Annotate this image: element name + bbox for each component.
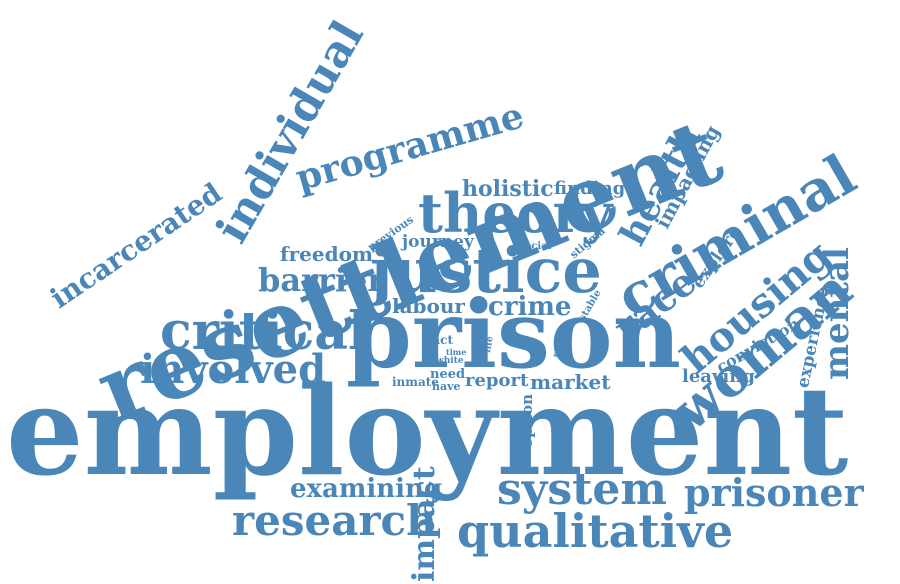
word-journey: journey [402,232,474,252]
word-incarcerated: incarcerated [44,176,228,315]
word-labour: labour [392,294,465,318]
word-impact: impact [407,466,442,582]
word-white: white [436,356,464,366]
word-system: system [497,464,667,515]
word-examining: examining [290,474,443,504]
word-justice: justice [370,234,602,307]
word-finding: finding [554,178,626,199]
word-report: report [465,370,529,391]
word-qualitative: qualitative [457,504,734,558]
word-prisoner: prisoner [684,470,864,515]
word-inmate: inmate [392,375,439,389]
word-option: option [518,393,536,448]
word-pact: pact [424,333,454,347]
word-involved: involved [140,346,327,393]
word-barrier: barrier [258,261,385,299]
word-leaving: leaving [682,366,755,387]
word-market: market [530,370,611,394]
word-critical: critical [160,301,368,362]
word-time: time [446,347,467,357]
word-research: research [232,496,437,545]
word-prison: prison [346,280,681,390]
word-holistic: holistic [462,176,554,202]
word-theory: theory [418,181,613,245]
word-individual: individual [206,12,374,252]
word-employment: employment [6,359,849,503]
word-freedom: freedom [280,242,374,266]
word-need: need [430,367,466,382]
word-crime: crime [488,292,572,322]
word-social: social [519,241,552,252]
word-have: have [432,380,461,393]
